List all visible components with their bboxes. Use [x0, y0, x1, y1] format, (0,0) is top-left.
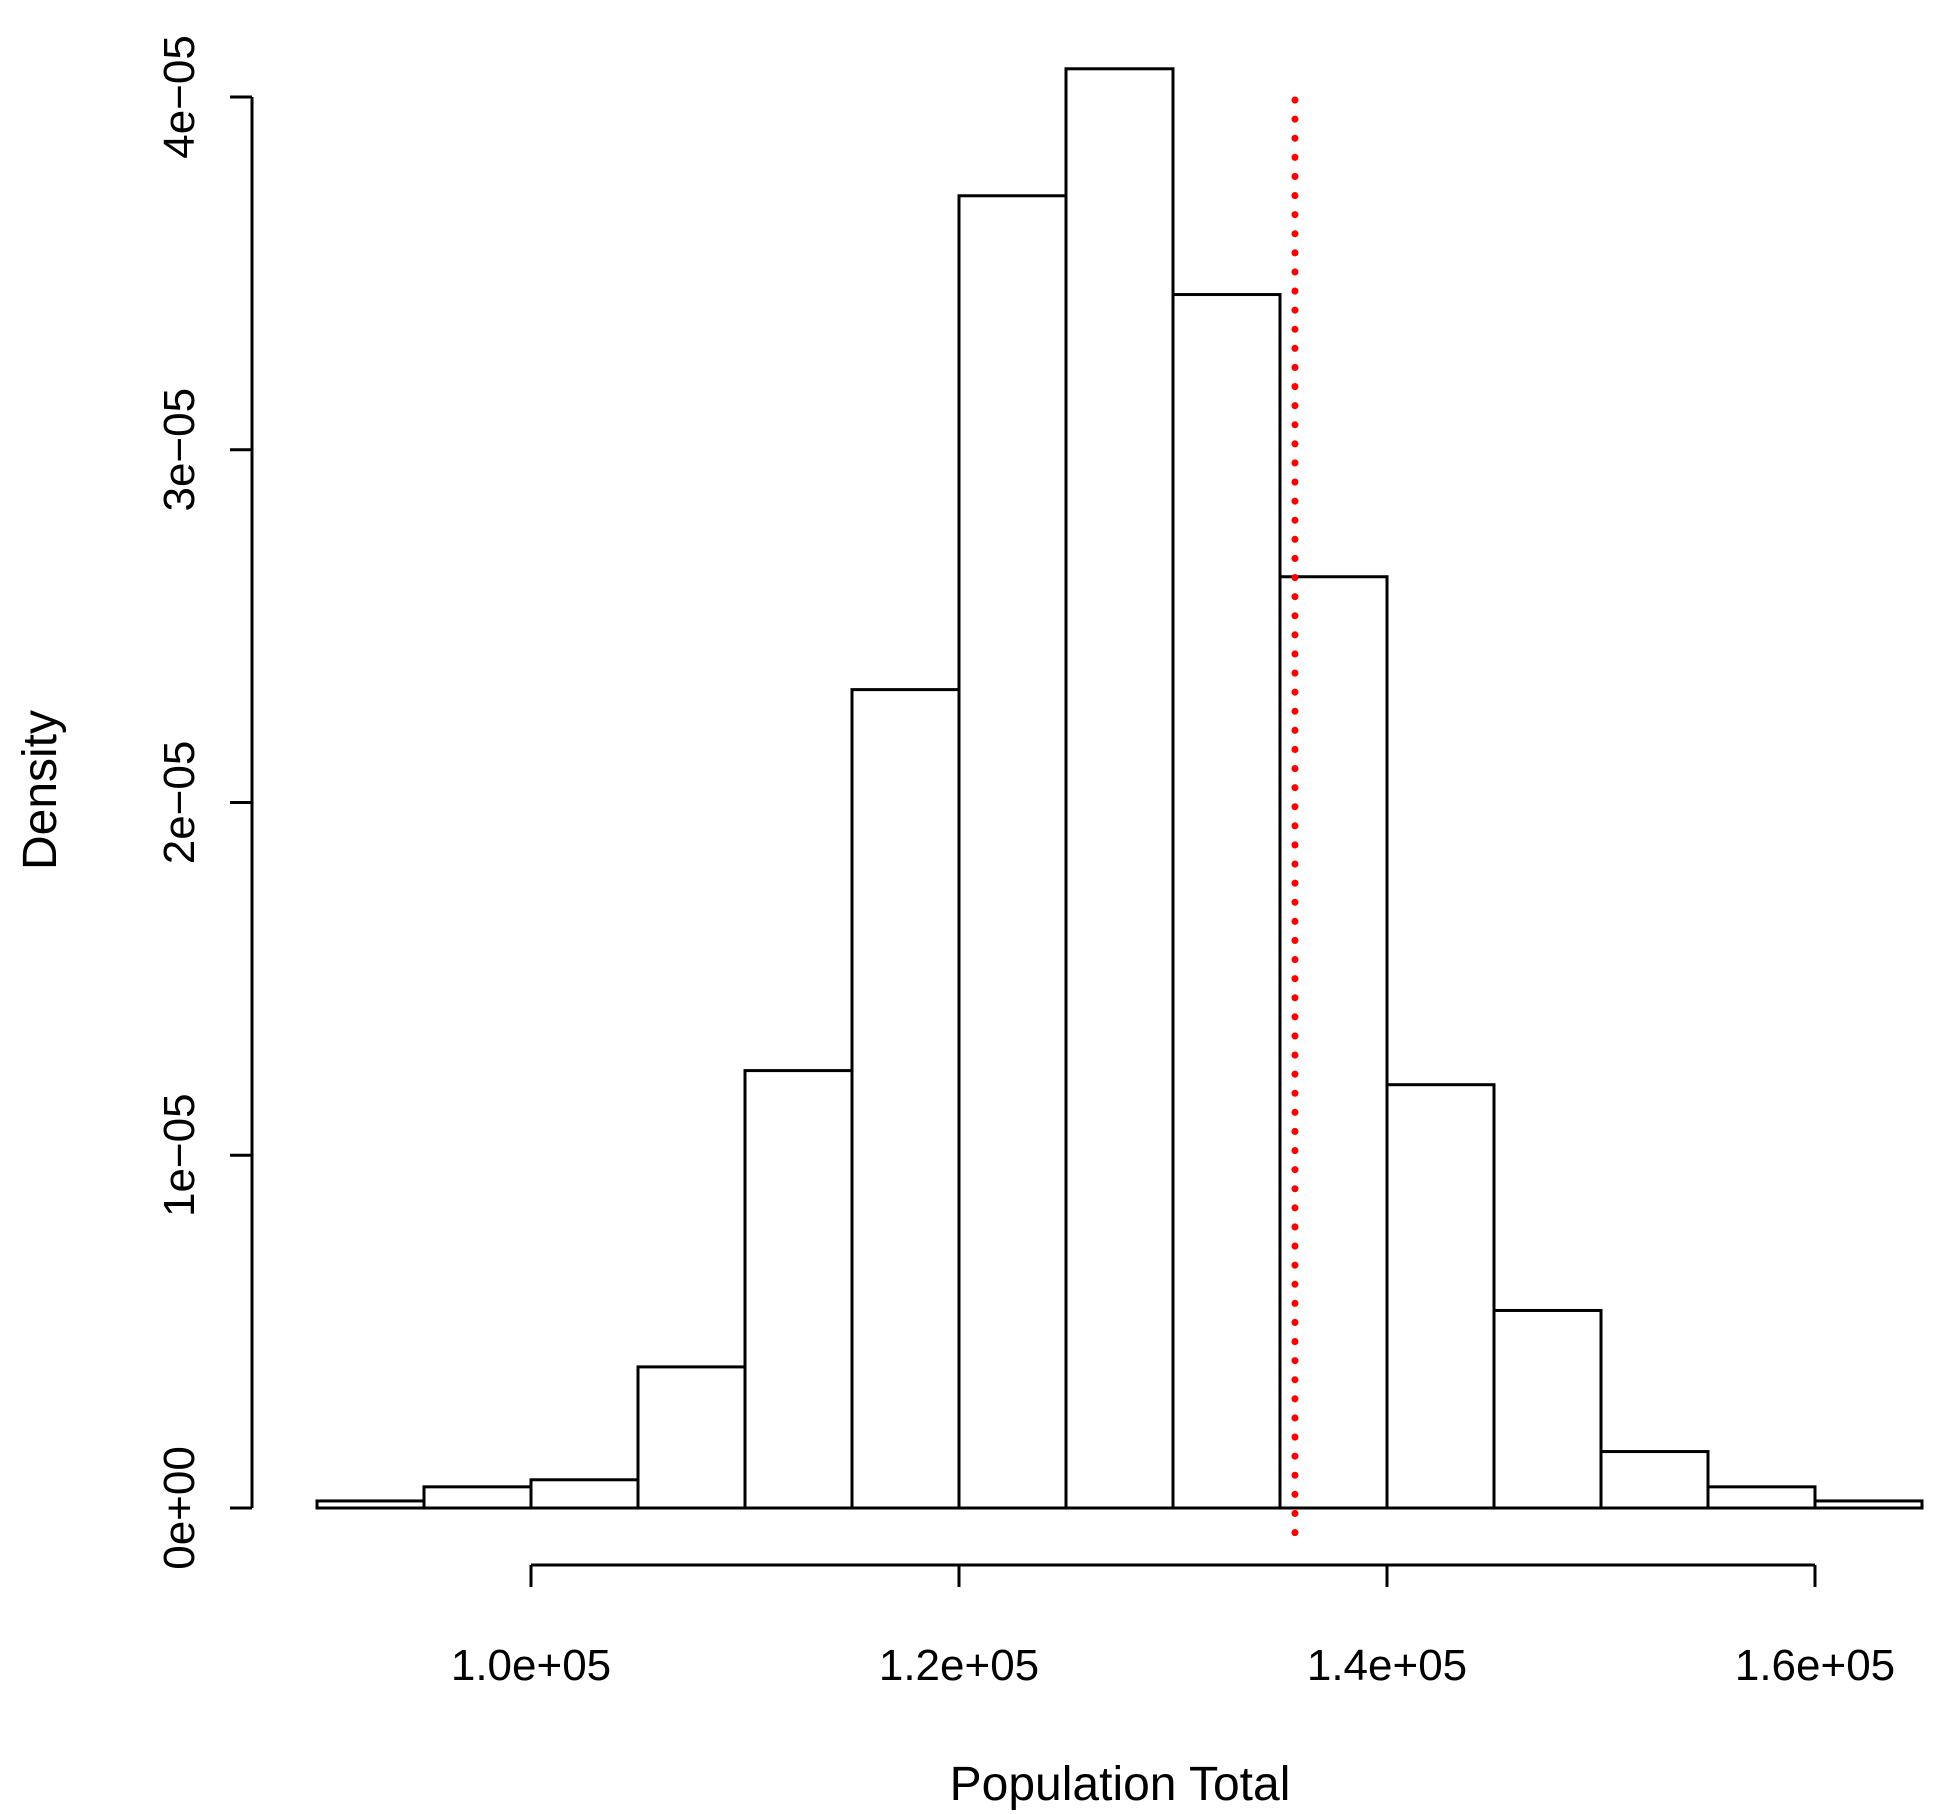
histogram-bar — [850, 688, 961, 1510]
y-tick-label: 0e+00 — [155, 1446, 204, 1570]
histogram-bar — [1171, 293, 1282, 1510]
histogram-bar — [1278, 575, 1389, 1510]
y-tick-label: 1e−05 — [155, 1093, 204, 1217]
y-tick-label: 4e−05 — [155, 35, 204, 159]
y-axis: 0e+00 1e−05 2e−05 3e−05 4e−05 — [155, 35, 254, 1570]
x-axis-label: Population Total — [950, 1758, 1291, 1811]
histogram-bar — [422, 1485, 533, 1510]
histogram-bar — [1492, 1308, 1603, 1510]
y-tick-label: 2e−05 — [155, 741, 204, 865]
x-tick-label: 1.2e+05 — [879, 1641, 1039, 1690]
x-axis: 1.0e+05 1.2e+05 1.4e+05 1.6e+05 — [451, 1563, 1895, 1690]
x-tick-label: 1.6e+05 — [1735, 1641, 1895, 1690]
x-tick-label: 1.4e+05 — [1307, 1641, 1467, 1690]
histogram-bar — [529, 1478, 640, 1510]
histogram-bar — [957, 194, 1068, 1510]
y-axis-label: Density — [14, 710, 67, 870]
histogram-bar — [1385, 1083, 1496, 1510]
histogram-bars — [315, 67, 1924, 1510]
x-tick-label: 1.0e+05 — [451, 1641, 611, 1690]
histogram-bar — [1064, 67, 1175, 1510]
histogram-bar — [315, 1499, 426, 1510]
histogram-bar — [1706, 1485, 1817, 1510]
histogram-bar — [1599, 1450, 1710, 1510]
histogram-bar — [743, 1069, 854, 1510]
histogram-bar — [636, 1365, 747, 1510]
y-tick-label: 3e−05 — [155, 388, 204, 512]
histogram-bar — [1813, 1499, 1924, 1510]
